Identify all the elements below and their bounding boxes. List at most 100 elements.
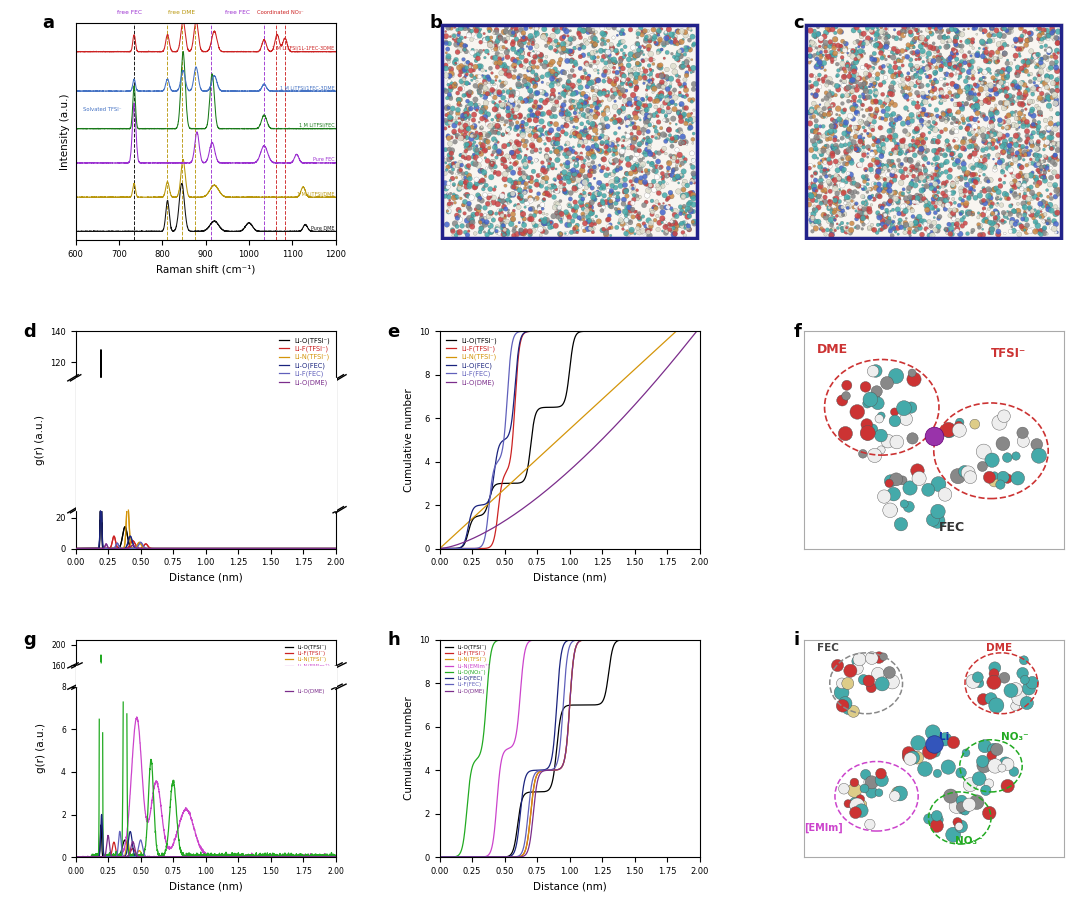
Point	[985, 80, 1002, 94]
Point	[881, 213, 899, 228]
Point	[600, 219, 618, 234]
Point	[488, 221, 505, 236]
Point	[676, 101, 693, 115]
Point	[684, 146, 701, 161]
Point	[492, 190, 510, 204]
Point	[861, 68, 878, 83]
Point	[599, 44, 617, 59]
Point	[482, 224, 499, 239]
Point	[888, 191, 905, 206]
Point	[654, 80, 672, 94]
Point	[918, 62, 935, 76]
Point	[983, 194, 1000, 209]
Point	[832, 182, 849, 197]
Point	[627, 111, 645, 125]
Point	[978, 194, 996, 209]
Point	[542, 91, 559, 105]
Point	[618, 213, 635, 228]
Point	[988, 105, 1005, 120]
Point	[666, 227, 684, 241]
Point	[484, 112, 501, 127]
Point	[589, 106, 606, 121]
Point	[629, 173, 646, 188]
Point	[906, 63, 923, 77]
Point	[1011, 227, 1028, 241]
Point	[504, 25, 522, 40]
Point	[576, 209, 593, 223]
Point	[815, 153, 833, 168]
Point	[1009, 122, 1026, 137]
Point	[804, 87, 821, 102]
Point	[879, 58, 896, 73]
Point	[866, 76, 883, 91]
Point	[837, 36, 854, 51]
Point	[677, 219, 694, 233]
Point	[475, 26, 492, 41]
Point	[685, 152, 702, 167]
Point	[972, 159, 989, 173]
Point	[976, 739, 994, 754]
Point	[915, 182, 932, 197]
Point	[686, 217, 703, 231]
Point	[1030, 105, 1048, 120]
Point	[460, 109, 477, 123]
Point	[1035, 193, 1052, 208]
Point	[645, 23, 662, 37]
Point	[591, 85, 608, 100]
Point	[619, 114, 636, 129]
Point	[961, 139, 978, 153]
Point	[627, 159, 645, 173]
Point	[818, 185, 835, 200]
Point	[656, 51, 673, 65]
Point	[468, 130, 485, 144]
Point	[960, 112, 977, 127]
Point	[660, 190, 677, 205]
Point	[959, 122, 976, 136]
Point	[948, 175, 966, 190]
Point	[990, 207, 1008, 221]
Point	[585, 161, 603, 176]
Point	[946, 203, 963, 218]
Point	[888, 434, 905, 449]
Point	[539, 58, 556, 73]
Point	[619, 167, 636, 181]
Point	[998, 70, 1015, 84]
Point	[999, 757, 1016, 772]
Point	[955, 114, 972, 129]
Point	[622, 137, 639, 151]
LI-F(FEC)	[82, 543, 95, 554]
Point	[905, 131, 922, 145]
Point	[800, 55, 818, 70]
Point	[924, 201, 942, 216]
Point	[887, 224, 904, 239]
Point	[678, 188, 696, 202]
Point	[806, 96, 823, 111]
Point	[514, 210, 531, 224]
Point	[902, 190, 919, 204]
Point	[940, 52, 957, 66]
Point	[622, 166, 639, 180]
Point	[904, 173, 921, 188]
Point	[644, 77, 661, 92]
Point	[562, 69, 579, 83]
Point	[918, 70, 935, 84]
Point	[500, 138, 517, 152]
Point	[440, 129, 457, 143]
Point	[503, 145, 521, 160]
Point	[460, 224, 477, 239]
Point	[960, 190, 977, 205]
Point	[626, 204, 644, 219]
Point	[893, 157, 910, 171]
Point	[674, 200, 691, 215]
Point	[491, 73, 509, 88]
Point	[987, 210, 1004, 225]
Point	[1012, 34, 1029, 49]
Point	[685, 188, 702, 202]
Point	[631, 44, 648, 59]
Point	[564, 170, 581, 184]
Point	[870, 133, 888, 148]
Point	[944, 146, 961, 161]
Point	[1000, 146, 1017, 161]
Point	[619, 119, 636, 133]
Point	[509, 144, 526, 159]
